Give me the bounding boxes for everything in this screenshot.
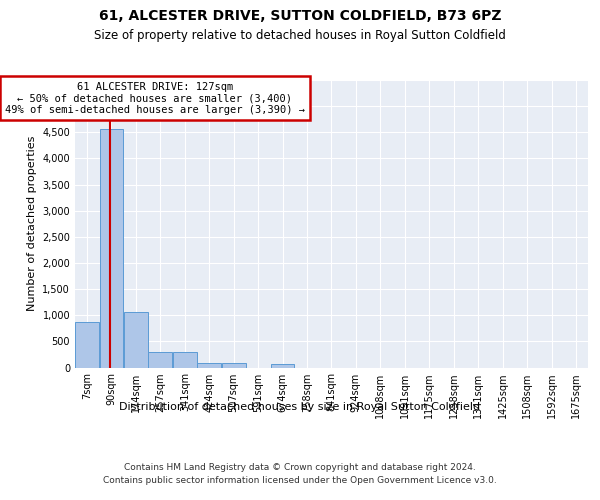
Bar — [124, 312, 148, 368]
Bar — [271, 364, 295, 368]
Bar — [148, 352, 172, 368]
Text: Contains public sector information licensed under the Open Government Licence v3: Contains public sector information licen… — [103, 476, 497, 485]
Bar — [75, 322, 99, 368]
Text: 61 ALCESTER DRIVE: 127sqm
← 50% of detached houses are smaller (3,400)
49% of se: 61 ALCESTER DRIVE: 127sqm ← 50% of detac… — [5, 82, 305, 115]
Bar — [100, 129, 124, 368]
Y-axis label: Number of detached properties: Number of detached properties — [27, 136, 37, 312]
Text: 61, ALCESTER DRIVE, SUTTON COLDFIELD, B73 6PZ: 61, ALCESTER DRIVE, SUTTON COLDFIELD, B7… — [99, 9, 501, 23]
Bar — [222, 364, 245, 368]
Text: Distribution of detached houses by size in Royal Sutton Coldfield: Distribution of detached houses by size … — [119, 402, 481, 412]
Text: Size of property relative to detached houses in Royal Sutton Coldfield: Size of property relative to detached ho… — [94, 29, 506, 42]
Text: Contains HM Land Registry data © Crown copyright and database right 2024.: Contains HM Land Registry data © Crown c… — [124, 462, 476, 471]
Bar — [173, 352, 197, 368]
Bar — [197, 363, 221, 368]
